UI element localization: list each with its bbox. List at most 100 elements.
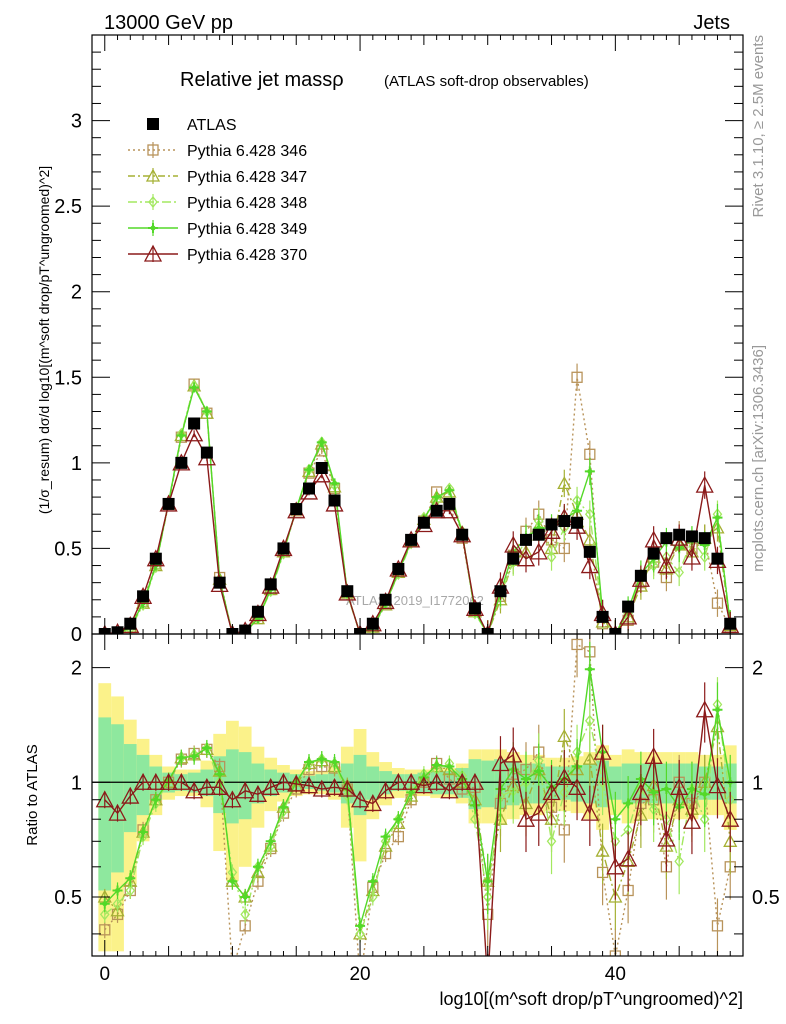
ratio-point-s370: [427, 772, 446, 790]
data-point: [162, 497, 175, 510]
ratio-point-s349-dot: [663, 786, 669, 792]
ratio-point-s370: [480, 974, 496, 989]
ratio-point-s346: [711, 920, 724, 932]
data-point: [417, 516, 430, 529]
y-axis-label-text: (1/σ_resum) dσ/d log10[(m^soft drop/pT^u…: [36, 166, 52, 514]
ratio-point-s370: [121, 786, 140, 804]
data-point: [583, 545, 596, 558]
ratio-point-s370: [440, 781, 459, 799]
ratio-point-s348: [138, 830, 148, 843]
main-point-s370: [682, 547, 702, 565]
data-point: [264, 578, 277, 591]
mcplots-label: mcplots.cern.ch [arXiv:1306.3436]: [750, 345, 767, 572]
ratio-point-s370: [172, 772, 191, 790]
y-tick-label: 3: [71, 111, 82, 133]
ratio-point-s370: [376, 781, 395, 799]
ratio-y-tick-label-right: 0.5: [752, 887, 780, 909]
main-point-s370: [529, 542, 548, 560]
x-tick-label: 20: [349, 964, 370, 985]
ratio-point-s348: [112, 897, 123, 910]
ratio-series-s370: [95, 682, 740, 989]
ratio-point-s349-dot: [191, 753, 197, 759]
y-axis-label-ratio: Ratio to ATLAS: [24, 744, 41, 845]
ratio-point-s349-dot: [280, 804, 286, 810]
ratio-point-s349-dot: [153, 797, 159, 803]
main-point-s349-dot: [574, 508, 580, 514]
ratio-point-s348: [240, 908, 251, 921]
header-right: Jets: [693, 12, 730, 34]
ratio-point-s349-dot: [102, 901, 108, 907]
y-tick-label: 0: [71, 624, 82, 646]
y-tick-label: 1.5: [54, 367, 82, 389]
data-point: [251, 605, 264, 618]
main-point-s349-dot: [178, 432, 184, 438]
main-point-s370: [657, 556, 676, 574]
data-point: [303, 482, 315, 495]
ratio-point-s370: [299, 776, 319, 794]
legend-label-s347: Pythia 6.428 347: [187, 169, 307, 186]
data-point: [545, 518, 558, 531]
ratio-point-s370: [146, 772, 165, 790]
main-point-s347: [710, 520, 725, 534]
ratio-point-s370: [529, 803, 548, 821]
ratio-point-s349-dot: [306, 759, 312, 765]
legend-label-s370: Pythia 6.428 370: [187, 247, 307, 264]
ratio-point-s370: [580, 803, 599, 821]
ratio-point-s370: [312, 779, 331, 797]
main-point-s370: [542, 521, 561, 539]
main-point-s349-dot: [306, 467, 312, 473]
data-point: [647, 547, 660, 560]
header-left: 13000 GeV pp: [104, 12, 233, 34]
main-point-s370: [504, 535, 523, 553]
ratio-point-s370: [185, 781, 204, 799]
ratio-point-s370: [389, 772, 408, 790]
data-point: [328, 494, 341, 507]
ratio-point-s349-dot: [140, 829, 146, 835]
ratio-point-s347: [404, 788, 419, 802]
watermark: ATLAS_2019_I1772062: [346, 593, 484, 608]
x-axis-label: log10[(m^soft drop/pT^ungroomed)^2]: [440, 989, 744, 1009]
ratio-point-s349-dot: [383, 834, 389, 840]
ratio-y-tick-label: 1: [71, 772, 82, 794]
data-point: [277, 542, 290, 555]
ratio-point-s349-dot: [255, 864, 261, 870]
main-point-s349-dot: [204, 409, 210, 415]
ratio-point-s349-dot: [395, 816, 401, 822]
ratio-point-s349-dot: [625, 800, 631, 806]
ratio-point-s349-dot: [612, 816, 618, 822]
ratio-point-s347: [250, 865, 266, 879]
main-point-s370: [695, 475, 714, 493]
ratio-point-s348: [150, 797, 161, 810]
ratio-y-tick-label-right: 1: [752, 772, 763, 794]
data-point: [341, 585, 354, 598]
data-point: [711, 552, 724, 565]
ratio-point-s346: [571, 638, 583, 651]
ratio-point-s349-dot: [689, 786, 695, 792]
main-point-s348: [674, 566, 685, 579]
data-point: [430, 504, 443, 517]
ratio-y-tick-label: 0.5: [54, 887, 82, 909]
band-inner-bin: [366, 766, 380, 800]
ratio-point-s370: [350, 790, 370, 808]
ratio-point-s349-dot: [523, 776, 529, 782]
y-tick-label: 2.5: [54, 196, 82, 218]
x-tick-label: 40: [605, 964, 626, 985]
ratio-panel-series: [95, 634, 740, 989]
ratio-point-s349-dot: [178, 755, 184, 761]
rivet-version-label: Rivet 3.1.10, ≥ 2.5M events: [750, 35, 767, 218]
data-point: [558, 515, 571, 528]
main-point-s349-dot: [319, 439, 325, 445]
main-point-s349-dot: [446, 487, 452, 493]
y-tick-label: 1: [71, 453, 82, 475]
main-point-s348: [699, 550, 710, 564]
ratio-point-s349-dot: [651, 790, 657, 796]
ratio-point-s370: [619, 849, 638, 867]
band-inner-bin: [226, 749, 239, 824]
legend: ATLAS Pythia 6.428 346 Pythia 6.428 347 Pyt…: [128, 117, 307, 264]
data-point: [379, 593, 392, 606]
ratio-point-s346: [227, 966, 237, 976]
x-tick-label: 0: [99, 964, 110, 985]
ratio-point-s370: [708, 776, 727, 794]
ratio-point-s370: [274, 772, 293, 790]
legend-label-s349: Pythia 6.428 349: [187, 221, 307, 238]
